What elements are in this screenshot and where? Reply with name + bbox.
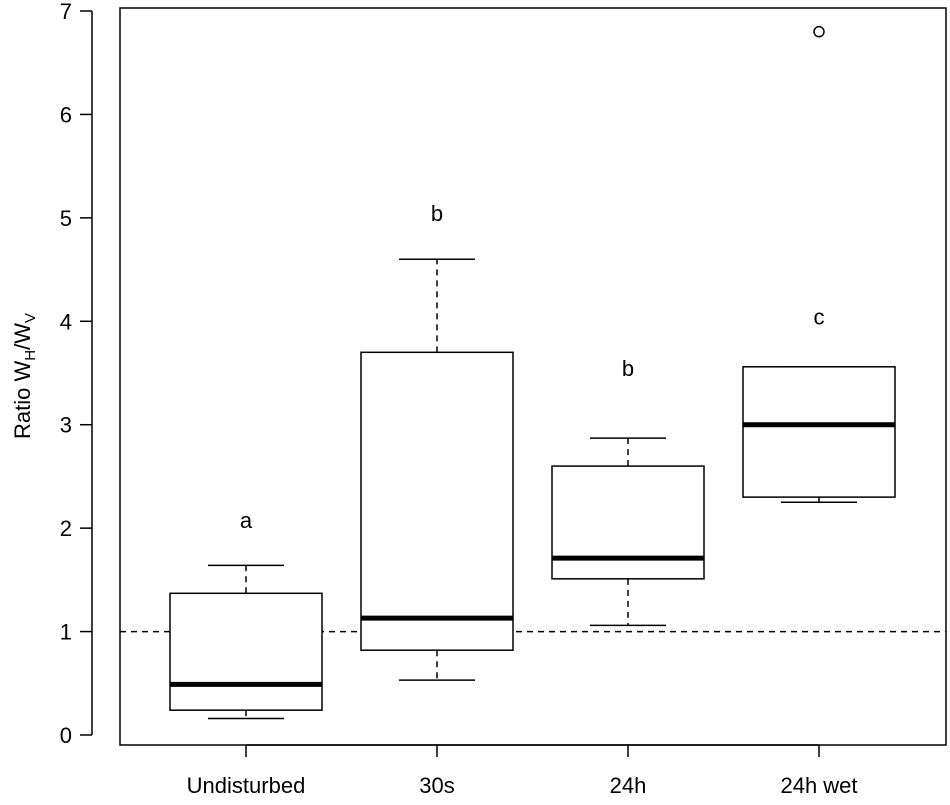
y-tick-label: 2: [60, 516, 72, 541]
box-group: [360, 258, 514, 681]
y-tick-label: 4: [60, 309, 72, 334]
box-group: [169, 564, 323, 720]
significance-letter: b: [431, 201, 443, 226]
x-tick-label: 30s: [419, 773, 454, 798]
y-axis-label: Ratio WH/WV: [10, 313, 39, 439]
x-tick-label: Undisturbed: [187, 773, 306, 798]
x-axis: Undisturbed 30s 24h 24h wet: [187, 744, 858, 798]
x-tick-label: 24h: [610, 773, 647, 798]
box-iqr: [169, 592, 323, 711]
y-tick-label: 6: [60, 102, 72, 127]
outlier-point: [813, 25, 825, 38]
y-tick-label: 7: [60, 0, 72, 24]
box-group: [551, 437, 705, 627]
x-tick-label: 24h wet: [780, 773, 857, 798]
y-axis: 0 1 2 3 4 5 6 7: [60, 0, 93, 748]
significance-letter: b: [622, 356, 634, 381]
box-iqr: [360, 351, 514, 651]
box-iqr: [742, 366, 896, 498]
significance-letter: a: [240, 508, 253, 533]
box-group: [742, 25, 896, 504]
y-tick-label: 1: [60, 620, 72, 645]
box-iqr: [551, 465, 705, 580]
significance-letter: c: [814, 304, 825, 329]
y-tick-label: 3: [60, 413, 72, 438]
y-tick-label: 0: [60, 723, 72, 748]
boxes-layer: a b b c: [120, 25, 946, 720]
y-tick-label: 5: [60, 206, 72, 231]
